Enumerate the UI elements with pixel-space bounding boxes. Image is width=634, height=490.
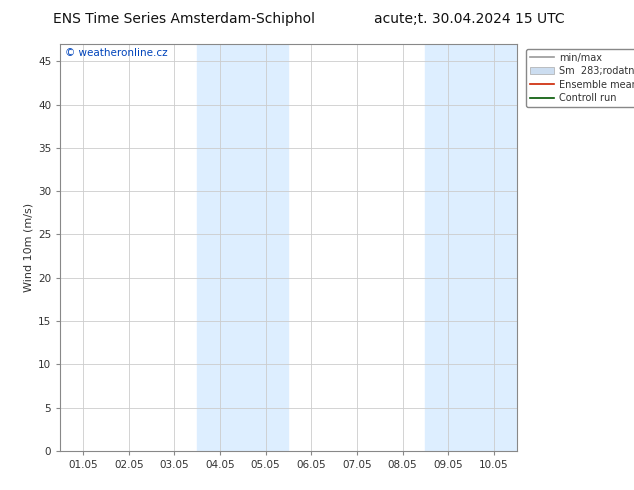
- Bar: [197, 44, 288, 451]
- Y-axis label: Wind 10m (m/s): Wind 10m (m/s): [24, 203, 34, 292]
- Bar: [425, 44, 517, 451]
- Text: ENS Time Series Amsterdam-Schiphol: ENS Time Series Amsterdam-Schiphol: [53, 12, 315, 26]
- Legend: min/max, Sm  283;rodatn acute; odchylka, Ensemble mean run, Controll run: min/max, Sm 283;rodatn acute; odchylka, …: [526, 49, 634, 107]
- Text: acute;t. 30.04.2024 15 UTC: acute;t. 30.04.2024 15 UTC: [374, 12, 564, 26]
- Text: © weatheronline.cz: © weatheronline.cz: [65, 48, 167, 58]
